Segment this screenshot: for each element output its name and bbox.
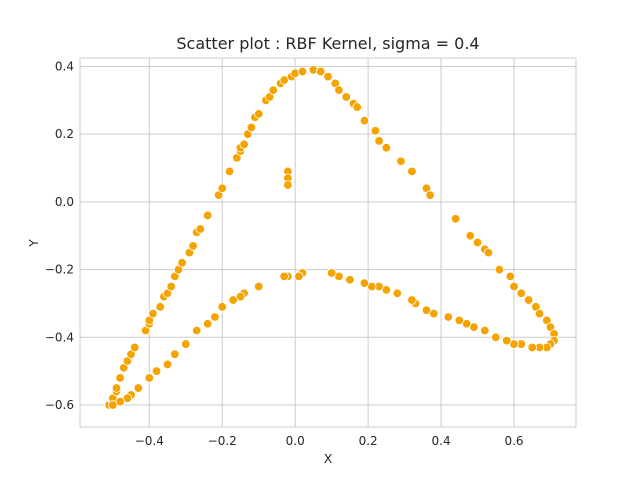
data-point	[170, 349, 180, 359]
data-point	[297, 66, 308, 77]
data-point	[334, 85, 344, 95]
data-point	[516, 288, 526, 298]
data-point	[392, 288, 402, 298]
x-tick-label: 0.6	[504, 434, 523, 448]
y-tick-label: −0.4	[45, 330, 74, 344]
data-point	[217, 183, 227, 194]
y-axis-label: Y	[26, 239, 41, 248]
x-tick-label: −0.2	[208, 434, 237, 448]
data-point	[181, 339, 191, 349]
data-point	[228, 295, 238, 305]
data-point	[523, 295, 534, 305]
data-point	[483, 247, 494, 258]
data-point	[480, 325, 490, 336]
data-point	[254, 109, 264, 119]
data-point	[494, 264, 505, 275]
x-axis-label: X	[324, 451, 333, 466]
data-point	[239, 139, 249, 150]
data-point	[359, 115, 370, 126]
data-point	[294, 271, 304, 282]
data-point	[155, 302, 165, 312]
y-tick-label: −0.2	[45, 263, 74, 277]
data-point	[381, 143, 392, 153]
data-point	[396, 156, 406, 166]
data-point	[133, 383, 144, 393]
data-point	[345, 275, 355, 285]
data-point	[421, 305, 432, 315]
data-point	[177, 258, 187, 268]
chart-title: Scatter plot : RBF Kernel, sigma = 0.4	[176, 34, 479, 53]
data-point	[407, 295, 417, 305]
data-point	[502, 335, 512, 346]
x-tick-label: 0.2	[359, 434, 378, 448]
data-point	[352, 102, 362, 112]
data-point	[443, 312, 454, 322]
data-point	[491, 332, 501, 342]
data-point	[202, 319, 213, 329]
x-tick-label: 0.4	[432, 434, 451, 448]
data-point	[144, 373, 154, 383]
data-point	[115, 373, 125, 383]
y-tick-label: 0.4	[55, 59, 74, 73]
data-point	[450, 214, 461, 224]
y-tick-label: −0.6	[45, 398, 74, 412]
data-point	[425, 190, 435, 200]
data-point	[151, 366, 162, 376]
data-point	[130, 342, 140, 353]
data-point	[534, 308, 545, 319]
data-point	[527, 342, 537, 353]
data-point	[341, 92, 351, 102]
data-point	[316, 66, 326, 77]
data-point	[465, 231, 475, 241]
data-point	[108, 400, 118, 410]
x-tick-labels: −0.4 −0.2 0.0 0.2 0.4 0.6	[135, 434, 524, 448]
data-point	[268, 85, 278, 95]
data-point	[505, 271, 516, 282]
data-point	[202, 210, 213, 221]
data-point	[454, 315, 464, 326]
y-tick-labels: −0.6 −0.4 −0.2 0.0 0.2 0.4	[45, 59, 74, 412]
data-point	[359, 278, 370, 288]
data-point	[148, 308, 158, 319]
data-point	[279, 271, 289, 282]
data-point	[192, 325, 202, 336]
data-point	[374, 136, 384, 146]
data-point	[407, 166, 417, 177]
data-point	[195, 224, 206, 234]
data-point	[162, 359, 173, 370]
y-gridlines	[80, 65, 576, 406]
data-points	[104, 65, 559, 410]
plot-frame	[79, 57, 577, 428]
data-point	[166, 281, 176, 292]
x-gridlines	[148, 58, 515, 427]
data-point	[472, 237, 483, 248]
data-point	[323, 71, 333, 82]
data-point	[210, 312, 220, 322]
data-point	[217, 302, 227, 312]
data-point	[370, 126, 381, 136]
data-point	[326, 268, 337, 278]
data-point	[246, 122, 257, 133]
x-tick-label: −0.4	[135, 434, 164, 448]
y-tick-label: 0.2	[55, 127, 74, 141]
x-tick-label: 0.0	[286, 434, 305, 448]
data-point	[283, 180, 293, 190]
data-point	[254, 281, 264, 292]
data-point	[509, 281, 519, 292]
data-point	[111, 383, 122, 393]
data-point	[188, 241, 198, 251]
data-point	[224, 166, 235, 177]
y-tick-label: 0.0	[55, 195, 74, 209]
